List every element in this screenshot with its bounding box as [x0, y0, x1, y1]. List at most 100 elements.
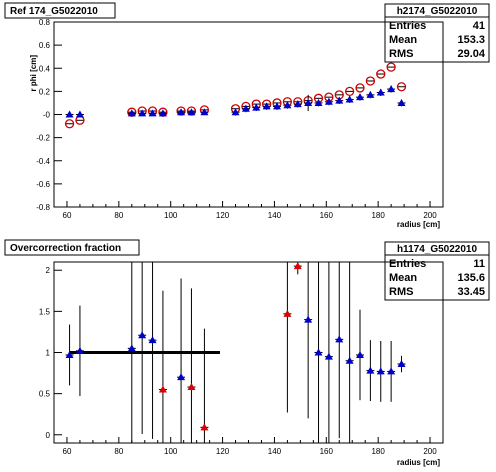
top-y-tick-label: 0.6 — [39, 41, 51, 50]
top-x-tick-label: 200 — [423, 211, 437, 220]
bottom-stats-value-entries: 11 — [473, 258, 485, 270]
top-series-1-point — [335, 96, 344, 104]
top-series-1-point — [148, 109, 157, 117]
top-series-1-point — [231, 108, 240, 116]
bottom-series-0-point — [138, 331, 147, 339]
bottom-series-1-point — [158, 385, 167, 393]
top-series-1-point — [293, 100, 302, 108]
top-x-tick-label: 160 — [320, 211, 334, 220]
top-stats-label-rms: RMS — [389, 48, 413, 60]
top-series-0-point — [64, 119, 75, 129]
bottom-x-tick-label: 140 — [268, 447, 282, 456]
top-series-1-point — [177, 108, 186, 116]
top-y-axis-label: r phi [cm] — [29, 55, 38, 92]
bottom-series-0-point — [324, 352, 333, 360]
top-stats-box: h2174_G5022010 Entries 41 Mean 153.3 RMS… — [384, 3, 490, 63]
top-x-tick-label: 100 — [164, 211, 178, 220]
bottom-stats-value-rms: 33.45 — [457, 286, 485, 298]
top-x-tick-label: 80 — [114, 211, 123, 220]
top-y-tick-label: -0.6 — [36, 180, 50, 189]
bottom-series-0-point — [366, 366, 375, 374]
bottom-title-box: Overcorrection fraction — [4, 239, 140, 256]
top-series-0-point — [355, 83, 365, 93]
top-series-1-point — [262, 102, 271, 110]
top-y-tick-label: 0.2 — [39, 87, 51, 96]
bottom-x-tick-label: 100 — [164, 447, 178, 456]
bottom-y-tick-label: 1 — [46, 349, 51, 358]
top-stats-value-mean: 153.3 — [457, 34, 485, 46]
bottom-x-tick-label: 180 — [371, 447, 385, 456]
top-series-1-point — [356, 93, 365, 101]
bottom-series-0-point — [345, 356, 354, 364]
bottom-series-0-point — [335, 335, 344, 343]
bottom-y-tick-label: 0.5 — [39, 390, 51, 399]
top-x-axis-label: radius [cm] — [397, 220, 440, 229]
top-series-0-point — [386, 62, 396, 72]
bottom-x-tick-label: 120 — [216, 447, 230, 456]
top-series-1-point — [314, 98, 323, 106]
top-series-1-point — [127, 109, 136, 117]
bottom-series-0-point — [304, 315, 313, 323]
top-series-1-point — [138, 109, 147, 117]
top-x-tick-label: 180 — [371, 211, 385, 220]
bottom-series-1-point — [200, 423, 209, 431]
top-y-tick-label: 0.8 — [39, 18, 51, 27]
top-title-box: Ref 174_G5022010 — [4, 2, 116, 19]
top-series-1-point — [304, 98, 313, 106]
bottom-series-0-point — [314, 348, 323, 356]
bottom-series-0-point — [177, 373, 186, 381]
top-series-1-point — [283, 101, 292, 109]
top-series-1-point — [397, 98, 406, 106]
top-y-tick-label: -0 — [43, 111, 51, 120]
top-x-tick-label: 120 — [216, 211, 230, 220]
bottom-y-tick-label: 1.5 — [39, 307, 51, 316]
bottom-x-tick-label: 80 — [114, 447, 123, 456]
top-y-tick-label: -0.4 — [36, 157, 50, 166]
bottom-series-1-point — [293, 262, 302, 270]
top-plot-area: 60 80 100 120 140 160 180 200 -0.8 -0.6 -0.4 -0.2 -0… — [36, 18, 444, 220]
top-series-1-point — [252, 103, 261, 111]
bottom-stats-label-rms: RMS — [389, 286, 413, 298]
top-pad: Ref 174_G5022010 h2174_G5022010 Entries … — [4, 2, 490, 229]
bottom-stats-label-entries: Entries — [389, 258, 426, 270]
top-stats-value-rms: 29.04 — [457, 48, 485, 60]
bottom-stats-label-mean: Mean — [389, 272, 417, 284]
bottom-series-0-point — [387, 367, 396, 375]
bottom-series-1-point — [283, 309, 292, 317]
bottom-y-tick-label: 2 — [46, 266, 51, 275]
bottom-series-0-point — [148, 336, 157, 344]
top-chart-title: Ref 174_G5022010 — [10, 6, 98, 17]
bottom-series-0-point — [75, 346, 84, 354]
bottom-series-0-point — [397, 360, 406, 368]
top-stats-label-mean: Mean — [389, 34, 417, 46]
bottom-x-tick-label: 160 — [320, 447, 334, 456]
bottom-y-tick-label: 0 — [46, 431, 51, 440]
top-y-tick-label: -0.8 — [36, 203, 50, 212]
top-series-0-point — [344, 86, 355, 97]
bottom-stats-name: h1174_G5022010 — [397, 244, 478, 255]
bottom-series-0-point — [376, 367, 385, 375]
top-series-1-point — [200, 108, 209, 116]
bottom-stats-value-mean: 135.6 — [457, 272, 485, 284]
top-series-0-point — [365, 76, 376, 86]
top-series-1-point — [75, 110, 84, 118]
top-series-0-point — [396, 82, 407, 92]
top-series-1-point — [273, 102, 282, 110]
bottom-series-0-point — [65, 350, 74, 358]
bottom-stats-box: h1174_G5022010 Entries 11 Mean 135.6 RMS… — [384, 241, 490, 301]
top-series-1-point — [65, 110, 74, 118]
bottom-pad: Overcorrection fraction h1174_G5022010 E… — [4, 239, 490, 467]
top-y-tick-label: 0.4 — [39, 64, 51, 73]
bottom-series-1-point — [187, 383, 196, 391]
top-series-1-point — [387, 85, 396, 93]
top-series-0-point — [376, 69, 386, 79]
top-x-tick-label: 60 — [63, 211, 72, 220]
bottom-plot-area: 60 80 100 120 140 160 180 200 0 0.5 1 1.5 2 — [39, 261, 444, 456]
top-stats-label-entries: Entries — [389, 20, 426, 32]
top-series-1-point — [158, 109, 167, 117]
top-stats-name: h2174_G5022010 — [397, 6, 478, 17]
top-stats-value-entries: 41 — [473, 20, 485, 32]
bottom-x-axis-label: radius [cm] — [397, 458, 440, 467]
